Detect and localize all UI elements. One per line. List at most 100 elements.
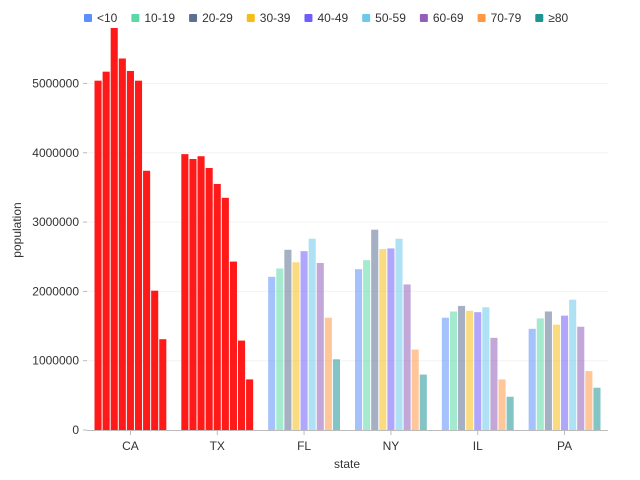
y-tick-label: 4000000 xyxy=(32,146,79,160)
x-tick-label: NY xyxy=(383,439,400,453)
bar-ca-series-4[interactable] xyxy=(126,70,134,430)
legend-swatch xyxy=(362,14,371,22)
bar-pa-series-0[interactable] xyxy=(528,328,536,430)
bar-tx-series-6[interactable] xyxy=(229,261,237,430)
legend-swatch xyxy=(535,14,544,22)
y-tick-label: 1000000 xyxy=(32,354,79,368)
bar-il-series-2[interactable] xyxy=(458,305,466,430)
bar-tx-series-4[interactable] xyxy=(213,183,221,430)
x-axis-title: state xyxy=(334,457,360,471)
y-tick-label: 3000000 xyxy=(32,215,79,229)
x-axis: CA TX FL NY IL PA xyxy=(87,430,608,453)
legend-swatch xyxy=(246,14,255,22)
x-tick-label: TX xyxy=(210,439,225,453)
legend-label: <10 xyxy=(97,11,118,25)
bar-tx-series-1[interactable] xyxy=(189,158,197,430)
bar-il-series-7[interactable] xyxy=(498,379,506,430)
legend-item[interactable]: <10 xyxy=(84,11,118,25)
legend-label: 20-29 xyxy=(202,11,233,25)
legend-swatch xyxy=(84,14,92,22)
bar-tx-series-2[interactable] xyxy=(197,156,205,431)
legend-swatch xyxy=(304,14,313,22)
bar-ny-series-0[interactable] xyxy=(355,269,363,430)
bar-fl-series-2[interactable] xyxy=(284,249,292,430)
bar-fl-series-6[interactable] xyxy=(316,262,324,430)
x-tick-label: IL xyxy=(473,439,483,453)
bar-il-series-8[interactable] xyxy=(506,396,514,430)
bar-fl-series-7[interactable] xyxy=(324,317,332,430)
legend-item[interactable]: ≥80 xyxy=(535,11,569,25)
bar-fl-series-0[interactable] xyxy=(268,276,276,430)
bar-ny-series-3[interactable] xyxy=(379,249,387,430)
legend-item[interactable]: 60-69 xyxy=(419,11,464,25)
bar-tx-series-7[interactable] xyxy=(237,340,246,430)
bar-fl-series-8[interactable] xyxy=(332,359,340,430)
bar-ca-series-3[interactable] xyxy=(118,58,126,430)
legend-label: 30-39 xyxy=(260,11,291,25)
y-tick-label: 2000000 xyxy=(32,284,79,298)
legend-item[interactable]: 40-49 xyxy=(304,11,348,25)
bar-ny-series-1[interactable] xyxy=(363,260,371,430)
y-tick-label: 0 xyxy=(72,423,79,437)
y-axis-title: population xyxy=(10,202,24,257)
legend-label: 60-69 xyxy=(433,11,464,25)
y-axis: 0 1000000 2000000 3000000 4000000 5000000 xyxy=(32,76,87,437)
bar-il-series-5[interactable] xyxy=(482,307,490,430)
bar-ny-series-7[interactable] xyxy=(411,349,419,430)
bar-pa-series-4[interactable] xyxy=(561,315,569,430)
legend-swatch xyxy=(131,14,140,22)
legend-item[interactable]: 70-79 xyxy=(477,11,522,25)
gridlines xyxy=(87,82,608,362)
bar-pa-series-3[interactable] xyxy=(552,324,561,430)
x-tick-label: PA xyxy=(557,439,572,453)
bar-pa-series-8[interactable] xyxy=(593,387,601,430)
legend-label: 10-19 xyxy=(144,11,175,25)
bar-ny-series-2[interactable] xyxy=(371,229,379,430)
bar-ny-series-8[interactable] xyxy=(419,374,427,430)
bar-ca-series-0[interactable] xyxy=(94,80,102,430)
bars xyxy=(94,28,601,431)
bar-il-series-1[interactable] xyxy=(449,311,458,430)
bar-fl-series-5[interactable] xyxy=(308,238,316,430)
legend-swatch xyxy=(189,14,198,22)
x-tick-label: CA xyxy=(122,439,139,453)
bar-fl-series-3[interactable] xyxy=(292,262,300,430)
bar-ca-series-7[interactable] xyxy=(151,290,159,430)
bar-tx-series-0[interactable] xyxy=(181,154,189,430)
bar-il-series-0[interactable] xyxy=(441,317,449,430)
bar-il-series-4[interactable] xyxy=(474,312,482,430)
bar-ny-series-6[interactable] xyxy=(403,284,411,430)
legend: <10 10-19 20-29 30-39 40-49 50-59 60-69 70-79 ≥8… xyxy=(84,11,569,25)
legend-item[interactable]: 20-29 xyxy=(189,11,233,25)
bar-il-series-3[interactable] xyxy=(466,310,474,430)
bar-pa-series-6[interactable] xyxy=(577,326,585,430)
legend-label: 70-79 xyxy=(491,11,522,25)
bar-ca-series-6[interactable] xyxy=(143,170,151,431)
bar-ca-series-2[interactable] xyxy=(110,28,118,430)
bar-pa-series-1[interactable] xyxy=(536,318,544,430)
legend-label: ≥80 xyxy=(548,11,568,25)
y-tick-label: 5000000 xyxy=(32,76,79,90)
bar-ca-series-8[interactable] xyxy=(159,339,167,430)
bar-fl-series-1[interactable] xyxy=(276,268,284,430)
bar-tx-series-8[interactable] xyxy=(246,379,254,430)
bar-tx-series-3[interactable] xyxy=(205,168,213,430)
legend-item[interactable]: 30-39 xyxy=(246,11,291,25)
bar-ca-series-5[interactable] xyxy=(134,80,143,430)
bar-ny-series-4[interactable] xyxy=(387,248,395,430)
bar-ca-series-1[interactable] xyxy=(102,71,110,430)
legend-swatch xyxy=(477,14,486,22)
legend-item[interactable]: 50-59 xyxy=(362,11,406,25)
bar-tx-series-5[interactable] xyxy=(221,197,229,430)
legend-item[interactable]: 10-19 xyxy=(131,11,175,25)
bar-pa-series-2[interactable] xyxy=(544,311,552,430)
bar-pa-series-5[interactable] xyxy=(569,299,577,430)
bar-ny-series-5[interactable] xyxy=(395,238,403,430)
bar-fl-series-4[interactable] xyxy=(300,251,308,430)
bar-pa-series-7[interactable] xyxy=(585,371,593,430)
legend-label: 40-49 xyxy=(317,11,348,25)
bar-il-series-6[interactable] xyxy=(490,337,498,430)
x-tick-label: FL xyxy=(297,439,311,453)
